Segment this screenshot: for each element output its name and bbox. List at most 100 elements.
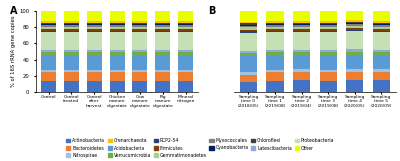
Bar [132, 32, 147, 50]
Bar [155, 11, 170, 21]
Bar [64, 70, 79, 72]
Bar [240, 22, 257, 23]
Bar [155, 56, 170, 70]
Bar [320, 56, 337, 70]
Bar [346, 55, 364, 69]
Bar [240, 26, 257, 27]
Bar [155, 21, 170, 23]
Bar [240, 11, 257, 22]
Bar [240, 82, 257, 92]
Bar [64, 32, 79, 50]
Bar [87, 24, 102, 25]
Bar [87, 23, 102, 24]
Bar [346, 20, 364, 22]
Bar [110, 52, 124, 56]
Bar [240, 25, 257, 26]
Bar [87, 25, 102, 27]
Bar [132, 25, 147, 27]
Bar [87, 72, 102, 80]
Bar [178, 25, 193, 27]
Bar [132, 56, 147, 70]
Bar [373, 31, 390, 32]
Bar [293, 25, 310, 27]
Bar [41, 72, 56, 80]
Bar [346, 10, 364, 20]
Bar [266, 11, 284, 21]
Bar [41, 29, 56, 31]
Bar [266, 31, 284, 32]
Bar [346, 28, 364, 30]
Bar [87, 31, 102, 32]
Bar [178, 27, 193, 29]
Bar [155, 27, 170, 29]
Bar [110, 21, 124, 23]
Bar [240, 30, 257, 31]
Bar [155, 72, 170, 80]
Bar [155, 50, 170, 52]
Bar [346, 31, 364, 49]
Bar [87, 80, 102, 92]
Bar [87, 27, 102, 29]
Bar [320, 31, 337, 32]
Bar [320, 24, 337, 25]
Bar [87, 70, 102, 72]
Bar [293, 27, 310, 29]
Bar [41, 70, 56, 72]
Bar [266, 72, 284, 80]
Bar [155, 80, 170, 92]
Bar [132, 11, 147, 21]
Bar [293, 11, 310, 21]
Bar [293, 52, 310, 56]
Bar [178, 32, 193, 50]
Bar [41, 50, 56, 52]
Bar [346, 49, 364, 52]
Bar [178, 70, 193, 72]
Bar [320, 72, 337, 80]
Bar [293, 24, 310, 25]
Bar [87, 29, 102, 31]
Bar [293, 72, 310, 80]
Bar [132, 27, 147, 29]
Bar [240, 31, 257, 33]
Bar [320, 29, 337, 31]
Bar [320, 27, 337, 29]
Text: A: A [10, 6, 18, 16]
Bar [178, 24, 193, 25]
Bar [41, 32, 56, 50]
Bar [132, 50, 147, 52]
Bar [266, 27, 284, 29]
Bar [266, 56, 284, 70]
Bar [373, 23, 390, 24]
Bar [178, 50, 193, 52]
Bar [346, 24, 364, 26]
Bar [110, 23, 124, 24]
Bar [110, 11, 124, 21]
Bar [266, 25, 284, 27]
Bar [41, 52, 56, 56]
Bar [320, 11, 337, 21]
Bar [110, 29, 124, 31]
Bar [320, 80, 337, 92]
Bar [41, 21, 56, 23]
Text: B: B [208, 6, 215, 16]
Bar [87, 32, 102, 50]
Bar [155, 24, 170, 25]
Bar [320, 23, 337, 24]
Bar [110, 24, 124, 25]
Bar [110, 56, 124, 70]
Bar [293, 29, 310, 31]
Bar [178, 11, 193, 21]
Bar [373, 11, 390, 21]
Bar [373, 24, 390, 25]
Bar [373, 52, 390, 56]
Bar [87, 56, 102, 70]
Bar [240, 23, 257, 25]
Bar [266, 23, 284, 24]
Bar [293, 50, 310, 52]
Bar [346, 80, 364, 92]
Bar [266, 24, 284, 25]
Bar [64, 29, 79, 31]
Bar [178, 29, 193, 31]
Bar [373, 69, 390, 72]
Bar [132, 21, 147, 23]
